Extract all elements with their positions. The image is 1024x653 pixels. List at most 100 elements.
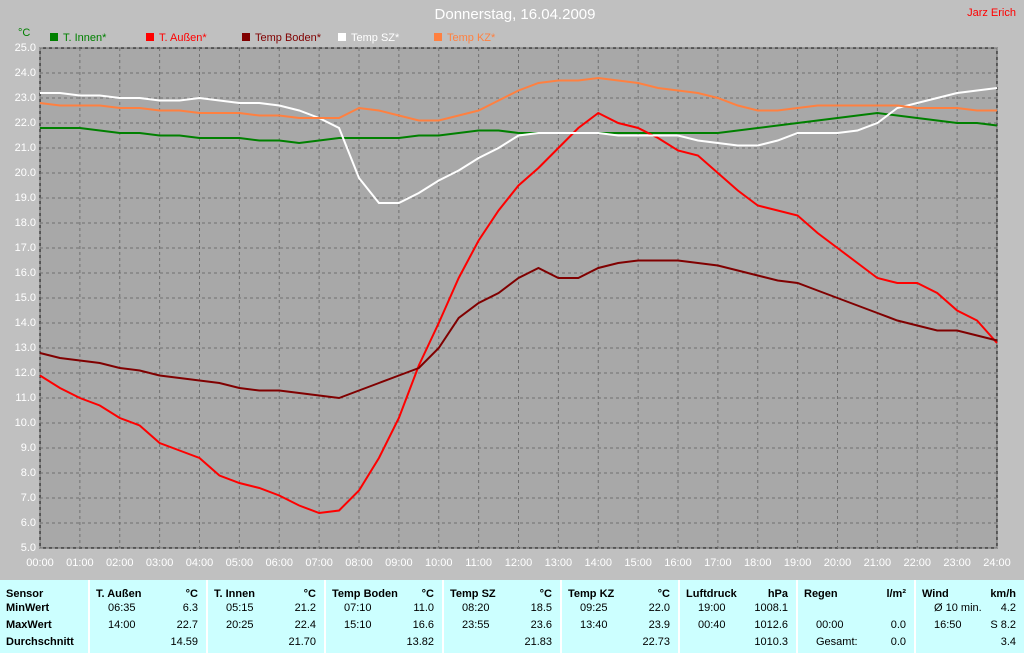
cell-value: 16.6 xyxy=(412,619,434,631)
x-tick-label: 03:00 xyxy=(146,557,174,569)
cell-time: 19:00 xyxy=(698,602,726,614)
cell-value: 14.59 xyxy=(170,636,198,648)
cell-value: 21.70 xyxy=(288,636,316,648)
column-unit: °C xyxy=(185,588,198,600)
x-tick-label: 12:00 xyxy=(505,557,533,569)
cell-time: 20:25 xyxy=(226,619,254,631)
column-name: T. Innen xyxy=(214,588,255,600)
column-name: Wind xyxy=(922,588,949,600)
x-tick-label: 10:00 xyxy=(425,557,453,569)
legend-label: T. Innen* xyxy=(63,32,107,44)
column-unit: l/m² xyxy=(886,588,906,600)
column-name: Temp KZ xyxy=(568,588,615,600)
y-tick-label: 22.0 xyxy=(15,117,36,129)
x-tick-label: 16:00 xyxy=(664,557,692,569)
y-tick-label: 10.0 xyxy=(15,417,36,429)
legend-swatch xyxy=(434,33,442,41)
column-name: Temp Boden xyxy=(332,588,398,600)
legend-swatch xyxy=(242,33,250,41)
cell-time: 16:50 xyxy=(934,619,962,631)
cell-time: 07:10 xyxy=(344,602,372,614)
cell-value: 1012.6 xyxy=(754,619,788,631)
x-tick-label: 22:00 xyxy=(903,557,931,569)
x-tick-label: 17:00 xyxy=(704,557,732,569)
cell-time: Ø 10 min. xyxy=(934,602,982,614)
cell-value: 4.2 xyxy=(1000,602,1016,614)
table-column: Regen l/m² 00:00 0.0 Gesamt: 0.0 xyxy=(796,580,914,653)
cell-time: 13:40 xyxy=(580,619,608,631)
y-tick-label: 17.0 xyxy=(15,242,36,254)
table-header: Sensor xyxy=(6,588,44,600)
cell-value: 23.6 xyxy=(530,619,552,631)
column-unit: km/h xyxy=(990,588,1016,600)
x-tick-label: 06:00 xyxy=(265,557,293,569)
cell-value: 1010.3 xyxy=(754,636,788,648)
legend-label: Temp KZ* xyxy=(447,32,496,44)
legend-label: T. Außen* xyxy=(159,32,207,44)
cell-time: 15:10 xyxy=(344,619,372,631)
y-tick-label: 6.0 xyxy=(21,517,36,529)
y-tick-label: 20.0 xyxy=(15,167,36,179)
y-axis-label: °C xyxy=(18,27,30,39)
cell-value: S 8.2 xyxy=(990,619,1016,631)
cell-value: 22.7 xyxy=(176,619,198,631)
y-tick-label: 18.0 xyxy=(15,217,36,229)
y-tick-label: 11.0 xyxy=(15,392,36,404)
series-line xyxy=(39,76,997,122)
y-tick-label: 21.0 xyxy=(15,142,36,154)
table-column: T. Außen °C 06:35 6.3 14:00 22.7 14.59 xyxy=(88,580,206,653)
column-name: T. Außen xyxy=(96,588,142,600)
y-tick-label: 9.0 xyxy=(21,442,36,454)
y-tick-label: 24.0 xyxy=(15,67,36,79)
y-tick-label: 5.0 xyxy=(21,542,36,554)
x-tick-label: 13:00 xyxy=(545,557,573,569)
column-name: Regen xyxy=(804,588,838,600)
row-label: MaxWert xyxy=(6,619,52,631)
cell-time: 14:00 xyxy=(108,619,136,631)
stats-table: Sensor MinWert MaxWert Durchschnitt T. Außen… xyxy=(0,580,1024,653)
x-tick-label: 00:00 xyxy=(26,557,54,569)
y-tick-label: 16.0 xyxy=(15,267,36,279)
y-tick-label: 25.0 xyxy=(15,42,36,54)
x-tick-label: 11:00 xyxy=(465,557,492,569)
y-tick-label: 19.0 xyxy=(15,192,36,204)
x-tick-label: 20:00 xyxy=(824,557,852,569)
table-column: Temp KZ °C 09:25 22.0 13:40 23.9 22.73 xyxy=(560,580,678,653)
x-tick-label: 01:00 xyxy=(66,557,94,569)
cell-time: Gesamt: xyxy=(816,636,858,648)
cell-time: 08:20 xyxy=(462,602,490,614)
table-column: T. Innen °C 05:15 21.2 20:25 22.4 21.70 xyxy=(206,580,324,653)
cell-value: 0.0 xyxy=(890,619,906,631)
cell-value: 23.9 xyxy=(648,619,670,631)
cell-value: 0.0 xyxy=(890,636,906,648)
cell-value: 18.5 xyxy=(530,602,552,614)
chart: Donnerstag, 16.04.2009 Jarz Erich °C 5.0… xyxy=(14,5,1016,569)
sensor-column: Sensor MinWert MaxWert Durchschnitt xyxy=(0,580,88,653)
y-tick-label: 12.0 xyxy=(15,367,36,379)
x-tick-label: 07:00 xyxy=(305,557,333,569)
y-tick-label: 8.0 xyxy=(21,467,36,479)
cell-time: 23:55 xyxy=(462,619,490,631)
legend-swatch xyxy=(338,33,346,41)
x-tick-label: 19:00 xyxy=(784,557,812,569)
series-line xyxy=(40,111,998,145)
series-line xyxy=(39,111,998,515)
y-tick-label: 23.0 xyxy=(15,92,36,104)
x-tick-label: 04:00 xyxy=(186,557,214,569)
legend-label: Temp Boden* xyxy=(255,32,322,44)
author: Jarz Erich xyxy=(967,7,1016,19)
x-tick-label: 09:00 xyxy=(385,557,413,569)
x-tick-label: 14:00 xyxy=(584,557,612,569)
x-tick-label: 18:00 xyxy=(744,557,772,569)
cell-value: 22.4 xyxy=(294,619,316,631)
column-unit: hPa xyxy=(767,588,788,600)
y-tick-label: 7.0 xyxy=(21,492,36,504)
y-tick-label: 14.0 xyxy=(15,317,36,329)
column-name: Temp SZ xyxy=(450,588,496,600)
cell-value: 3.4 xyxy=(1000,636,1016,648)
cell-time: 05:15 xyxy=(226,602,254,614)
cell-value: 6.3 xyxy=(182,602,198,614)
table-column: Luftdruck hPa 19:00 1008.1 00:40 1012.6 1010.3 xyxy=(678,580,796,653)
row-label: MinWert xyxy=(6,602,50,614)
